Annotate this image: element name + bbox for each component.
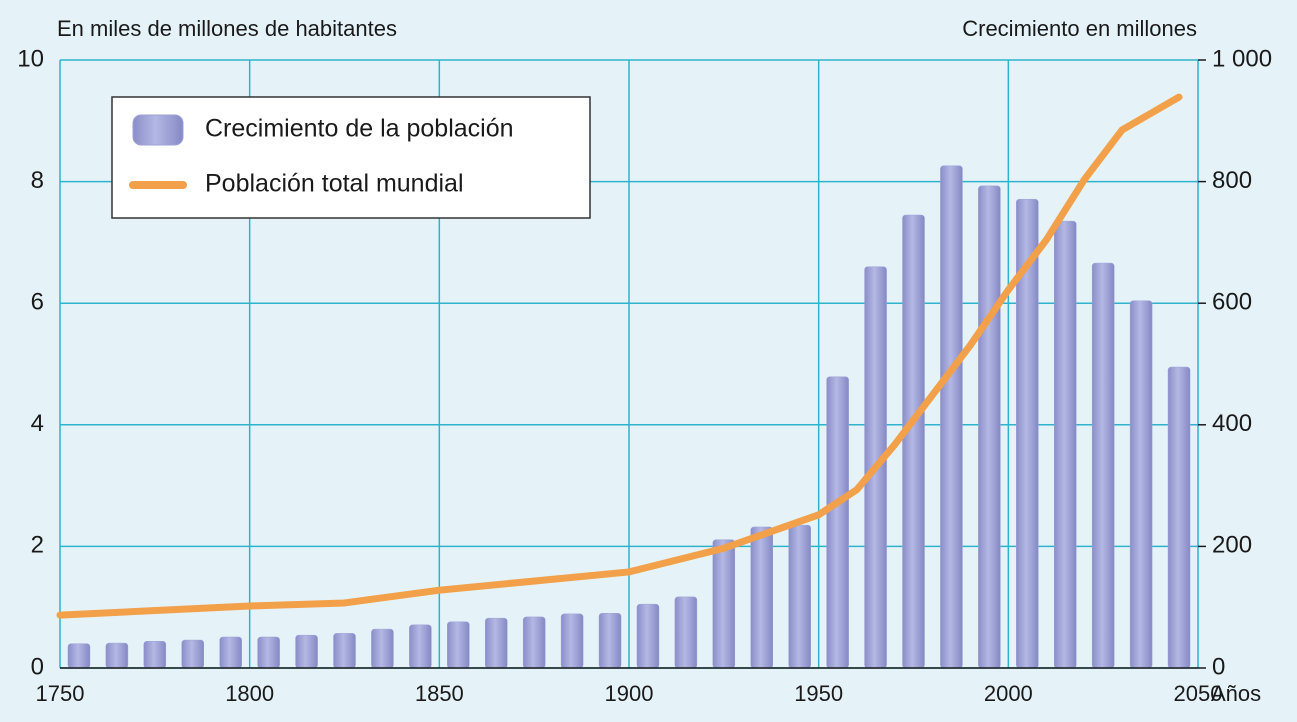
bar	[940, 165, 963, 669]
bar	[484, 617, 508, 669]
bar	[257, 636, 280, 669]
y2-tick-label: 0	[1212, 653, 1225, 680]
bar	[750, 526, 774, 669]
bar	[295, 634, 318, 669]
y-axis-label: En miles de millones de habitantes	[57, 16, 397, 41]
bar	[219, 636, 242, 669]
bar	[67, 643, 91, 669]
bar	[636, 603, 660, 669]
legend-label: Crecimiento de la población	[205, 115, 514, 143]
x-tick-label: 2050	[1174, 681, 1223, 706]
y2-tick-label: 600	[1212, 289, 1252, 316]
x-tick-label: 1750	[36, 681, 85, 706]
bar	[674, 596, 698, 669]
y2-axis-label: Crecimiento en millones	[962, 16, 1197, 41]
bar	[902, 214, 925, 669]
y-tick-label: 8	[31, 167, 44, 194]
bar	[371, 628, 394, 669]
bar	[598, 613, 622, 669]
x-tick-label: 1900	[605, 681, 654, 706]
bar	[1053, 220, 1077, 669]
y-tick-label: 6	[31, 289, 44, 316]
bar	[788, 524, 811, 669]
bar	[978, 185, 1001, 669]
bar	[105, 642, 129, 669]
bar	[712, 539, 736, 669]
y2-tick-label: 200	[1212, 532, 1252, 559]
bar	[447, 621, 470, 669]
bar	[409, 624, 432, 669]
bar	[826, 376, 849, 669]
y-tick-label: 4	[31, 410, 44, 437]
bar	[333, 633, 356, 669]
y-tick-label: 2	[31, 532, 44, 559]
x-axis-label: Años	[1211, 681, 1261, 706]
legend-label: Población total mundial	[205, 170, 464, 198]
bar	[560, 613, 584, 669]
line	[56, 93, 1183, 619]
bar	[522, 616, 546, 669]
y2-tick-label: 400	[1212, 410, 1252, 437]
x-tick-label: 1950	[794, 681, 843, 706]
x-tick-label: 1800	[225, 681, 274, 706]
bar	[1091, 262, 1115, 669]
bar	[143, 640, 167, 669]
bar	[181, 639, 205, 669]
y2-tick-label: 800	[1212, 167, 1252, 194]
y-tick-label: 10	[17, 45, 44, 72]
legend-swatch	[132, 114, 184, 146]
x-tick-label: 2000	[984, 681, 1033, 706]
y-tick-label: 0	[31, 653, 44, 680]
legend-box	[111, 96, 591, 219]
x-tick-label: 1850	[415, 681, 464, 706]
y2-tick-label: 1 000	[1212, 45, 1272, 72]
bar	[1167, 366, 1191, 669]
bar	[1129, 300, 1153, 669]
